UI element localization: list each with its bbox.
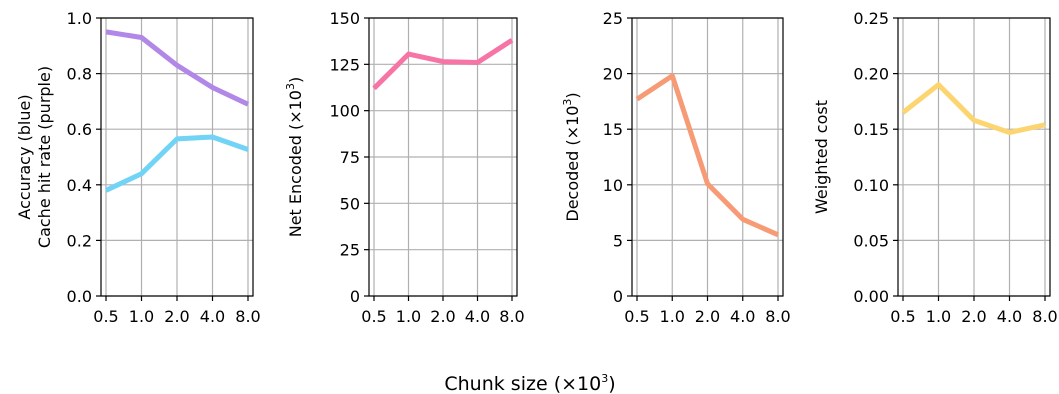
y-tick-label: 25 bbox=[340, 241, 360, 260]
series-line-1 bbox=[105, 29, 250, 107]
y-tick-label: 0.15 bbox=[853, 120, 889, 139]
y-tick-label: 20 bbox=[603, 65, 623, 84]
x-tick-label: 4.0 bbox=[200, 307, 225, 326]
x-tick-label: 2.0 bbox=[695, 307, 720, 326]
y-axis-label: Weighted cost bbox=[812, 100, 831, 214]
x-tick-label: 4.0 bbox=[997, 307, 1022, 326]
x-tick-label: 8.0 bbox=[1032, 307, 1057, 326]
y-tick-label: 0.10 bbox=[853, 176, 889, 195]
y-tick-label: 0.2 bbox=[67, 231, 92, 250]
series-line-1 bbox=[372, 38, 514, 91]
x-tick-label: 1.0 bbox=[129, 307, 154, 326]
x-tick-label: 1.0 bbox=[660, 307, 685, 326]
series-line-2 bbox=[104, 134, 249, 193]
y-tick-label: 0 bbox=[613, 287, 623, 306]
chart-panel-2: 0 25 50 75 100 125 150 0.5 1.0 2.0 4.0 8.0 Net Encod… bbox=[284, 9, 525, 326]
x-tick-label: 8.0 bbox=[235, 307, 260, 326]
x-tick-label: 0.5 bbox=[93, 307, 118, 326]
y-tick-label: 0.20 bbox=[853, 65, 889, 84]
series-line-1 bbox=[635, 73, 780, 238]
y-axis-label: Cache hit rate (purple) bbox=[35, 66, 54, 248]
y-tick-label: 1.0 bbox=[67, 9, 92, 28]
chart-panel-4: 0.00 0.05 0.10 0.15 0.20 0.25 0.5 1.0 2.0 4.0 8.0 W… bbox=[812, 9, 1058, 326]
y-tick-label: 0.4 bbox=[67, 176, 92, 195]
x-tick-label: 4.0 bbox=[730, 307, 755, 326]
y-tick-label: 5 bbox=[613, 231, 623, 250]
chart-panel-1: 0.0 0.2 0.4 0.6 0.8 1.0 0.5 1.0 2.0 4.0 8.0 Accurac… bbox=[15, 9, 261, 326]
y-tick-label: 10 bbox=[603, 176, 623, 195]
series-line-1 bbox=[901, 82, 1046, 135]
y-tick-label: 50 bbox=[340, 194, 360, 213]
x-tick-label: 1.0 bbox=[926, 307, 951, 326]
x-tick-label: 4.0 bbox=[465, 307, 490, 326]
y-tick-label: 0.05 bbox=[853, 231, 889, 250]
y-axis-label: Decoded (×103) bbox=[561, 92, 582, 221]
y-tick-label: 15 bbox=[603, 120, 623, 139]
y-tick-label: 0.8 bbox=[67, 65, 92, 84]
y-tick-label: 0.00 bbox=[853, 287, 889, 306]
y-tick-label: 25 bbox=[603, 9, 623, 28]
y-axis-label: Accuracy (blue) bbox=[15, 94, 34, 219]
x-tick-label: 8.0 bbox=[765, 307, 790, 326]
chart-panel-3: 0 5 10 15 20 25 0.5 1.0 2.0 4.0 8.0 Decoded (×103) bbox=[561, 9, 791, 326]
x-tick-label: 0.5 bbox=[361, 307, 386, 326]
y-tick-label: 150 bbox=[329, 9, 360, 28]
chart-panels: 0.0 0.2 0.4 0.6 0.8 1.0 0.5 1.0 2.0 4.0 8.0 Accurac… bbox=[15, 9, 1058, 326]
x-tick-label: 0.5 bbox=[890, 307, 915, 326]
x-axis-label: Chunk size (×103) bbox=[444, 372, 615, 394]
y-tick-label: 0 bbox=[350, 287, 360, 306]
x-tick-label: 0.5 bbox=[624, 307, 649, 326]
y-tick-label: 125 bbox=[329, 55, 360, 74]
x-tick-label: 2.0 bbox=[961, 307, 986, 326]
x-tick-label: 2.0 bbox=[164, 307, 189, 326]
y-tick-label: 0.0 bbox=[67, 287, 92, 306]
y-tick-label: 0.6 bbox=[67, 120, 92, 139]
x-tick-label: 1.0 bbox=[396, 307, 421, 326]
x-tick-label: 2.0 bbox=[430, 307, 455, 326]
y-tick-label: 75 bbox=[340, 148, 360, 167]
y-tick-label: 0.25 bbox=[853, 9, 889, 28]
x-tick-label: 8.0 bbox=[499, 307, 524, 326]
y-tick-label: 100 bbox=[329, 102, 360, 121]
y-axis-label: Net Encoded (×103) bbox=[284, 77, 305, 238]
